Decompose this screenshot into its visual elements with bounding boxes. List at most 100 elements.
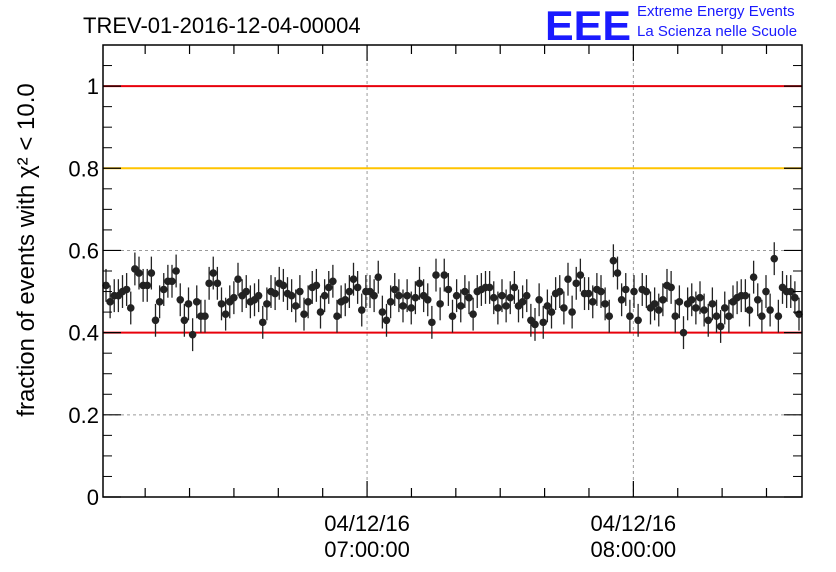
data-point <box>279 281 288 290</box>
data-point <box>448 312 457 321</box>
data-point <box>353 283 362 292</box>
data-point <box>423 295 432 304</box>
data-point <box>102 281 110 290</box>
data-point <box>221 310 230 318</box>
data-point <box>667 283 675 292</box>
y-tick-label: 0 <box>87 485 99 510</box>
data-point <box>572 279 581 288</box>
data-point <box>201 312 209 321</box>
data-point <box>518 298 527 306</box>
data-point <box>242 287 251 296</box>
chart-title: TREV-01-2016-12-04-00004 <box>83 13 361 38</box>
data-point <box>168 277 176 286</box>
data-point <box>217 300 226 308</box>
data-point <box>324 283 333 292</box>
data-point <box>357 306 366 314</box>
data-point <box>749 273 758 281</box>
data-point <box>770 254 779 263</box>
data-point <box>176 295 185 304</box>
data-point <box>258 318 267 327</box>
data-point <box>502 302 510 310</box>
y-tick-label: 1 <box>87 74 99 99</box>
data-point <box>126 304 135 312</box>
data-point <box>320 291 329 300</box>
plot-frame <box>103 45 802 497</box>
data-point <box>155 298 164 306</box>
data-point <box>716 322 725 331</box>
data-point <box>287 291 296 300</box>
data-point <box>407 304 416 312</box>
data-point <box>415 279 424 288</box>
data-point <box>461 287 469 296</box>
data-point <box>679 328 688 337</box>
data-point <box>506 293 515 302</box>
y-tick-label: 0.4 <box>68 321 99 346</box>
data-point <box>621 285 630 294</box>
data-point <box>390 285 399 294</box>
data-point <box>403 291 411 300</box>
data-point <box>704 316 713 325</box>
data-point <box>584 289 593 298</box>
data-point <box>720 304 729 312</box>
y-tick-label: 0.6 <box>68 238 99 263</box>
data-point <box>296 287 304 296</box>
data-point <box>522 291 531 300</box>
data-point <box>436 300 444 308</box>
data-point <box>762 287 770 296</box>
data-point <box>184 300 193 308</box>
x-tick-label-date: 04/12/16 <box>324 511 410 536</box>
data-point <box>300 310 308 318</box>
data-point <box>382 316 391 325</box>
data-point <box>555 287 564 296</box>
data-point <box>498 291 506 300</box>
y-tick-label: 0.2 <box>68 403 99 428</box>
data-point <box>399 302 407 310</box>
data-point <box>758 312 766 321</box>
data-point <box>263 300 271 308</box>
data-point <box>341 295 350 304</box>
data-point <box>234 275 242 284</box>
data-point <box>568 308 576 316</box>
data-point <box>151 316 160 325</box>
data-point <box>650 300 659 308</box>
data-point <box>312 281 321 290</box>
data-point <box>494 304 502 312</box>
data-point <box>147 269 156 277</box>
data-point <box>687 295 696 304</box>
data-point <box>452 291 461 300</box>
data-point <box>543 302 552 310</box>
data-point <box>745 306 754 314</box>
data-point <box>725 312 733 321</box>
data-point <box>304 298 312 306</box>
data-point <box>428 318 436 327</box>
data-point <box>411 293 420 302</box>
data-point <box>753 295 762 304</box>
data-point <box>205 279 213 288</box>
data-point <box>271 289 279 298</box>
eee-logo-mark: EEE <box>545 2 631 44</box>
data-point <box>316 308 325 316</box>
data-point <box>329 277 337 286</box>
data-point <box>188 330 197 339</box>
data-point <box>291 302 300 310</box>
data-point <box>626 312 634 321</box>
x-tick-label-date: 04/12/16 <box>591 511 677 536</box>
data-point <box>489 293 498 302</box>
data-point <box>440 271 449 279</box>
data-point <box>613 269 622 277</box>
data-point <box>700 306 708 314</box>
data-point <box>605 312 614 321</box>
data-point <box>465 293 473 302</box>
y-tick-label: 0.8 <box>68 156 99 181</box>
data-point <box>531 320 539 329</box>
data-point <box>766 306 774 314</box>
data-point <box>634 316 642 325</box>
data-point <box>180 316 189 325</box>
data-point <box>675 298 684 306</box>
data-point <box>791 293 799 302</box>
data-point <box>395 291 403 300</box>
data-point <box>192 298 201 306</box>
data-point <box>609 256 618 265</box>
data-point <box>333 312 341 321</box>
